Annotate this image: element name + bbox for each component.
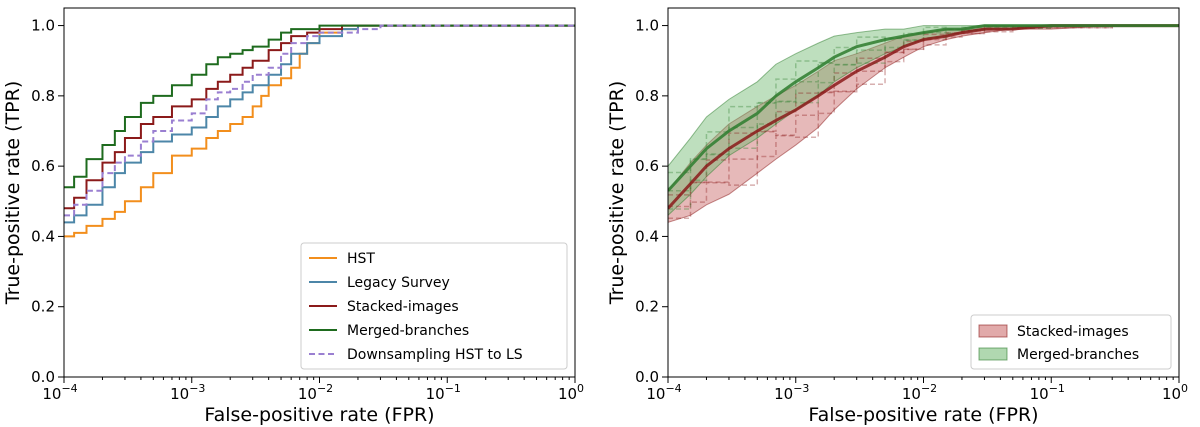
left-y-tick-label: 0.8 — [31, 87, 55, 105]
right-x-tick-label: 10−2 — [902, 382, 937, 403]
right-x-tick-label: 10−3 — [774, 382, 809, 403]
left-legend-label-3: Stacked-images — [347, 299, 459, 315]
right-legend-label-2: Merged-branches — [1017, 347, 1139, 363]
left-series-line-3 — [64, 24, 575, 210]
left-series-group — [64, 24, 575, 238]
right-mean-line-2 — [668, 24, 1179, 192]
tick-label-exponent: −1 — [1049, 382, 1065, 395]
right-y-tick-label: 0.6 — [635, 157, 659, 175]
left-x-tick-label: 10−4 — [42, 382, 77, 403]
right-fold-curve-1-1 — [668, 24, 1179, 220]
left-plot-frame — [63, 7, 576, 378]
tick-label-exponent: −1 — [445, 382, 461, 395]
left-series-line-4 — [64, 24, 575, 189]
tick-label-exponent: −3 — [189, 382, 205, 395]
tick-label-exponent: −4 — [61, 382, 77, 395]
right-y-tick-label: 0.0 — [635, 368, 659, 386]
right-legend-box — [970, 314, 1172, 370]
right-y-tick-label: 1.0 — [635, 17, 659, 35]
left-y-tick-label: 0.0 — [31, 368, 55, 386]
tick-label-exponent: 0 — [1181, 382, 1188, 395]
right-x-tick-label: 100 — [1162, 382, 1188, 403]
right-y-axis-label: True-positive rate (TPR) — [606, 81, 628, 306]
right-y-tick-label: 0.4 — [635, 227, 659, 245]
right-series-group — [668, 24, 1179, 223]
left-y-tick-label: 0.4 — [31, 227, 55, 245]
left-x-tick-label: 10−3 — [170, 382, 205, 403]
left-legend-label-4: Merged-branches — [347, 323, 469, 339]
right-legend-swatch-2 — [978, 347, 1008, 361]
left-legend-box — [300, 242, 568, 370]
tick-label-exponent: 0 — [577, 382, 584, 395]
left-y-axis-label: True-positive rate (TPR) — [2, 81, 24, 306]
tick-label-exponent: −2 — [921, 382, 937, 395]
left-series-line-2 — [64, 24, 575, 224]
left-y-tick-label: 1.0 — [31, 17, 55, 35]
tick-label-exponent: −4 — [665, 382, 681, 395]
left-legend: HST Legacy Survey Stacked-images Merged-bra… — [300, 242, 568, 370]
left-series-line-5 — [64, 24, 575, 217]
left-legend-label-5: Downsampling HST to LS — [347, 347, 523, 363]
left-y-tick-label: 0.6 — [31, 157, 55, 175]
right-fold-curve-2-2 — [668, 24, 1179, 192]
left-x-tick-label: 10−1 — [426, 382, 461, 403]
right-x-axis-label: False-positive rate (FPR) — [808, 404, 1038, 426]
right-mean-line-1 — [668, 24, 1179, 210]
left-axes: 10−4 10−3 10−2 10−1 1000.00.20.40.60.81.0Fal… — [2, 7, 584, 426]
tick-label-exponent: −2 — [317, 382, 333, 395]
tick-label-base: 10 — [558, 385, 577, 403]
right-x-tick-label: 10−4 — [646, 382, 681, 403]
tick-label-base: 10 — [42, 385, 61, 403]
right-legend-label-1: Stacked-images — [1017, 324, 1129, 340]
right-legend: Stacked-images Merged-branches — [970, 314, 1172, 370]
tick-label-exponent: −3 — [793, 382, 809, 395]
right-legend-swatch-1 — [978, 324, 1008, 338]
left-legend-label-2: Legacy Survey — [347, 275, 450, 291]
tick-label-base: 10 — [426, 385, 445, 403]
left-y-tick-label: 0.2 — [31, 298, 55, 316]
tick-label-base: 10 — [646, 385, 665, 403]
right-x-tick-label: 10−1 — [1030, 382, 1065, 403]
tick-label-base: 10 — [170, 385, 189, 403]
tick-label-base: 10 — [298, 385, 317, 403]
left-x-tick-label: 100 — [558, 382, 584, 403]
tick-label-base: 10 — [774, 385, 793, 403]
right-axes: 10−4 10−3 10−2 10−1 1000.00.20.40.60.81.0Fal… — [606, 7, 1188, 426]
tick-label-base: 10 — [1030, 385, 1049, 403]
tick-label-base: 10 — [902, 385, 921, 403]
right-plot-frame — [667, 7, 1180, 378]
left-x-axis-label: False-positive rate (FPR) — [204, 404, 434, 426]
left-x-tick-label: 10−2 — [298, 382, 333, 403]
left-legend-label-1: HST — [347, 251, 375, 267]
tick-label-base: 10 — [1162, 385, 1181, 403]
right-y-tick-label: 0.2 — [635, 298, 659, 316]
right-y-tick-label: 0.8 — [635, 87, 659, 105]
